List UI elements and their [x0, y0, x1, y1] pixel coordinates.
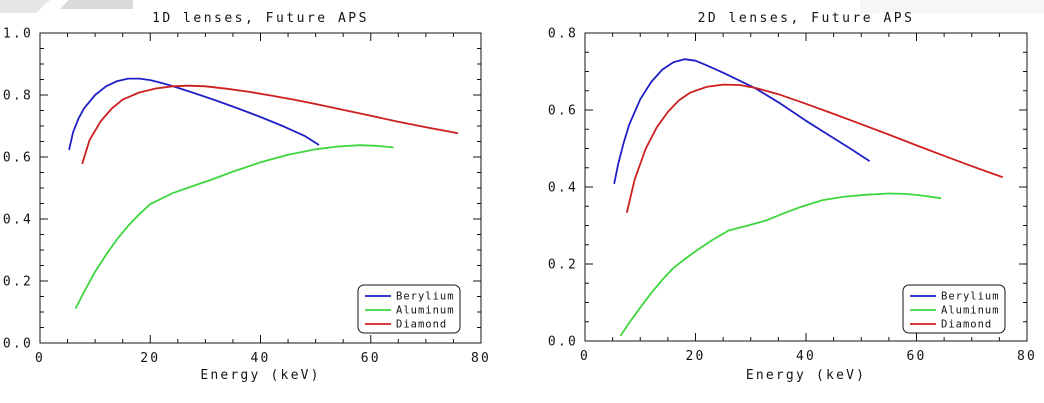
y-tick-label: 0.8	[548, 27, 578, 42]
legend-label-aluminum: Aluminum	[941, 305, 1000, 317]
legend-label-diamond: Diamond	[396, 319, 447, 331]
y-tick-label: 0.2	[548, 258, 578, 273]
chart-title-1d: 1D lenses, Future APS	[152, 11, 369, 26]
series-line-aluminum	[620, 192, 942, 337]
chart-1d-lenses: 0 20 40 60 80 0.0 0.2 0.4 0.6 0.8 1.0 Berylium Alumi…	[3, 11, 491, 383]
y-tick-label: 0.2	[3, 275, 33, 290]
y-tick-label: 0.6	[548, 104, 578, 119]
series-line-diamond	[626, 83, 1004, 213]
y-tick-label: 1.0	[3, 27, 33, 42]
series-line-diamond	[81, 84, 459, 165]
legend-label-berylium: Berylium	[396, 291, 455, 303]
x-axis-label-2d: Energy (keV)	[745, 368, 867, 383]
legend-box	[902, 284, 1006, 334]
x-tick-label: 80	[1017, 349, 1037, 364]
series-line-berylium	[613, 58, 870, 185]
watermark-block-top-left	[60, 0, 133, 9]
x-tick-label: 0	[580, 349, 590, 364]
x-tick-label: 0	[35, 351, 45, 366]
chart-title-2d: 2D lenses, Future APS	[697, 11, 915, 26]
y-tick-label: 0.8	[3, 89, 33, 104]
y-tick-label: 0.0	[548, 335, 578, 350]
chart-2d-lenses: 0 20 40 60 80 0.0 0.2 0.4 0.6 0.8 Berylium Aluminum…	[522, 0, 1044, 403]
watermark-slash-top-left	[0, 0, 50, 13]
y-tick-label: 0.0	[3, 337, 33, 352]
x-tick-label: 80	[471, 351, 491, 366]
legend-label-diamond: Diamond	[941, 319, 992, 331]
legend-box	[357, 284, 461, 334]
x-tick-label: 60	[361, 351, 381, 366]
watermark-band-top-right	[860, 0, 1044, 13]
x-tick-label: 60	[906, 349, 926, 364]
y-tick-label: 0.4	[3, 213, 33, 228]
plot-1d-lenses: 0 20 40 60 80 0.0 0.2 0.4 0.6 0.8 1.0 Berylium Alumi…	[3, 27, 491, 367]
legend-label-aluminum: Aluminum	[396, 305, 455, 317]
x-tick-label: 20	[140, 351, 160, 366]
x-axis-label-1d: Energy (keV)	[200, 368, 321, 383]
legend-label-berylium: Berylium	[941, 291, 1000, 303]
y-tick-label: 0.6	[3, 151, 33, 166]
x-tick-label: 40	[250, 351, 270, 366]
y-tick-label: 0.4	[548, 181, 578, 196]
x-tick-label: 20	[685, 349, 705, 364]
series-line-berylium	[68, 77, 320, 151]
plot-2d-lenses: 0 20 40 60 80 0.0 0.2 0.4 0.6 0.8 Berylium Aluminum…	[548, 27, 1037, 365]
series-line-aluminum	[74, 144, 394, 309]
x-tick-label: 40	[796, 349, 816, 364]
